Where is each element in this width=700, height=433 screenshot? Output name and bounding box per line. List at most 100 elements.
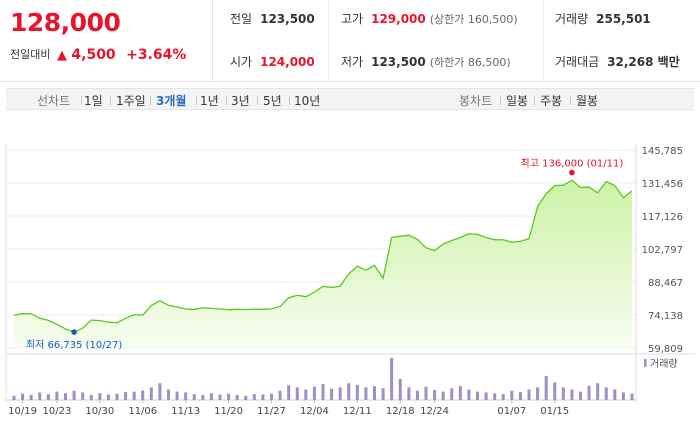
volume-bar	[373, 386, 376, 400]
volume-bar	[390, 358, 394, 400]
open-stat: 시가 124,000	[230, 55, 315, 69]
volume-legend-swatch	[644, 359, 647, 367]
y-tick-label: 102,797	[642, 245, 683, 256]
volume-bar	[630, 393, 634, 400]
volume-bar	[510, 390, 514, 400]
change-row: 전일대비 ▲ 4,500 +3.64%	[10, 46, 186, 63]
volume-bar	[89, 394, 93, 400]
tab-1-day[interactable]: 1일	[84, 94, 103, 108]
volume-bar	[98, 393, 102, 400]
y-tick-label: 145,785	[642, 146, 683, 157]
y-tick-label: 117,126	[642, 212, 683, 223]
change-percent: +3.64%	[126, 47, 187, 63]
divider	[289, 96, 290, 105]
x-tick-label: 01/15	[540, 406, 569, 417]
volume-bar	[184, 392, 188, 400]
low-label: 최저 66,735 (10/27)	[26, 339, 122, 351]
volume-bar	[450, 388, 454, 400]
volume-bar	[12, 395, 16, 400]
volume-bar	[501, 394, 505, 400]
divider	[226, 96, 227, 105]
x-tick-label: 11/06	[128, 406, 157, 417]
high-marker	[569, 169, 575, 176]
candle-chart-label: 봉차트	[459, 94, 493, 108]
tab-weekly-candle[interactable]: 주봉	[540, 94, 563, 108]
volume-bar	[415, 390, 419, 400]
volume-bar	[433, 389, 437, 400]
divider	[570, 96, 571, 105]
price-line	[13, 179, 633, 333]
volume-bar	[132, 391, 136, 400]
price-box: 128,000 전일대비 ▲ 4,500 +3.64%	[0, 0, 213, 82]
volume-bar	[347, 383, 351, 400]
volume-bar	[46, 394, 50, 400]
volume-bar	[596, 383, 600, 400]
y-tick-label: 74,138	[648, 311, 683, 322]
high-label: 최고 136,000 (01/11)	[521, 158, 624, 170]
low-marker	[71, 329, 77, 335]
x-tick-label: 12/04	[300, 406, 329, 417]
change-label: 전일대비	[10, 48, 51, 61]
tab-1-year[interactable]: 1년	[200, 94, 219, 108]
x-tick-label: 11/27	[257, 406, 286, 417]
tab-5-years[interactable]: 5년	[263, 94, 282, 108]
tab-3-years[interactable]: 3년	[231, 94, 250, 108]
high-stat: 고가 129,000 (상한가 160,500)	[341, 12, 518, 26]
volume-bar	[209, 393, 213, 400]
low-stat: 저가 123,500 (하한가 86,500)	[341, 55, 511, 69]
tab-monthly-candle[interactable]: 월봉	[576, 94, 599, 108]
volume-bar	[312, 386, 316, 400]
volume-bar	[252, 394, 256, 400]
volume-bar	[106, 394, 110, 400]
volume-bar	[218, 394, 222, 400]
volume-bar	[621, 392, 625, 400]
volume-bar	[29, 394, 33, 400]
divider	[150, 96, 151, 105]
volume-bar	[476, 391, 479, 400]
divider	[500, 96, 501, 105]
volume-bar	[167, 389, 170, 400]
volume-bar	[527, 389, 531, 400]
volume-bar	[604, 387, 608, 400]
volume-bar	[124, 392, 128, 400]
tab-3-months[interactable]: 3개월	[156, 94, 187, 108]
volume-bar	[261, 394, 265, 400]
volume-bar	[424, 386, 428, 400]
volume-bar	[235, 394, 239, 400]
volume-bar	[321, 384, 325, 400]
y-tick-label: 88,467	[648, 278, 683, 289]
volume-bar	[587, 385, 591, 400]
divider	[196, 96, 197, 105]
volume-bar	[38, 392, 42, 400]
tab-10-years[interactable]: 10년	[294, 94, 321, 108]
volume-bar	[553, 382, 557, 400]
volume-bar	[536, 387, 540, 400]
prev-close-stat: 전일 123,500	[230, 12, 315, 26]
volume-bar	[613, 389, 617, 400]
volume-stat: 거래량 255,501	[555, 12, 651, 26]
volume-bar	[55, 391, 59, 400]
volume-bar	[458, 386, 462, 400]
chart-period-tabs: 선차트 1일 1주일 3개월 1년 3년 5년 10년 봉차트 일봉 주봉 월봉	[6, 88, 694, 110]
volume-bar	[441, 391, 445, 400]
current-price: 128,000	[10, 8, 121, 37]
volume-bar	[115, 393, 119, 400]
volume-bar	[304, 389, 308, 400]
divider	[110, 96, 111, 105]
volume-bar	[364, 387, 368, 400]
volume-bar	[338, 387, 342, 400]
volume-bar	[149, 387, 153, 400]
x-tick-label: 11/13	[171, 406, 200, 417]
change-value: 4,500	[71, 47, 116, 63]
x-tick-label: 10/23	[43, 406, 72, 417]
tab-1-week[interactable]: 1주일	[116, 94, 146, 108]
price-area	[14, 180, 632, 348]
volume-bar	[141, 390, 145, 400]
volume-legend-label: 거래량	[650, 358, 678, 370]
volume-bar	[295, 387, 299, 400]
volume-bar	[330, 388, 334, 400]
x-tick-label: 12/11	[343, 406, 372, 417]
tab-daily-candle[interactable]: 일봉	[506, 94, 529, 108]
stock-chart: 145,785 131,456 117,126 102,797 88,467 74,138…	[5, 144, 695, 417]
y-tick-label: 131,456	[642, 179, 683, 190]
